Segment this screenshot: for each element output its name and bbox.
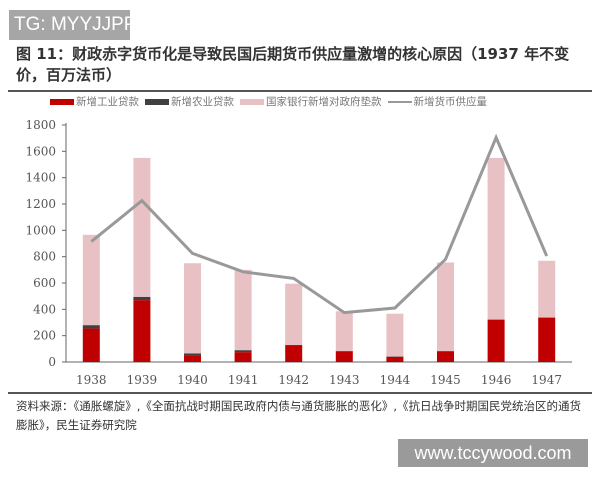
bar-agricultural [133,296,151,301]
source-note: 资料来源：《通胀螺旋》,《全面抗战时期国民政府内债与通货膨胀的恶化》,《抗日战争… [16,399,582,432]
y-tick-label: 600 [33,276,56,290]
bar-government-advance [133,157,151,297]
title-divider [8,90,592,92]
bar-industrial [184,355,201,362]
chart-plot: 0 200 400 600 800 1000 1200 1400 1600 1800 1938 193… [25,118,572,387]
bar-government-advance [386,313,404,357]
legend-item-government-advance: 国家银行新增对政府垫款 [240,95,382,110]
y-tick-label: 800 [33,250,56,264]
legend-swatch [50,99,74,105]
x-tick-label: 1944 [380,373,411,387]
y-tick-label: 1200 [25,197,56,211]
y-tick-label: 400 [33,302,56,316]
bar-industrial [82,328,100,362]
chart-title: 图 11：财政赤字货币化是导致民国后期货币供应量激增的核心原因（1937 年不变… [16,45,570,84]
y-tick-label: 200 [33,329,56,343]
x-tick-label: 1946 [481,373,512,387]
bar-industrial [133,300,151,362]
bar-government-advance [487,157,505,320]
bar-agricultural [184,353,201,356]
bar-agricultural [285,344,303,346]
chart-area: 0 200 400 600 800 1000 1200 1400 1600 1800 1938 193… [0,110,592,392]
watermark-bottom: www.tccywood.com [398,439,588,467]
x-tick-label: 1947 [531,373,562,387]
legend-swatch [240,99,264,105]
bar-industrial [538,317,556,362]
watermark-top: TG: MYYJJPP [9,10,136,40]
bar-industrial [487,319,505,362]
y-tick-label: 0 [48,355,56,369]
source-divider [8,392,592,394]
y-tick-label: 1400 [25,171,56,185]
legend-label: 国家银行新增对政府垫款 [266,96,382,108]
y-tick-label: 1000 [25,223,56,237]
bar-industrial [285,345,303,362]
bar-government-advance [285,283,303,345]
bar-government-advance [184,263,201,354]
x-tick-label: 1939 [127,373,158,387]
legend-item-money-supply: 新增货币供应量 [387,95,488,110]
bar-agricultural [82,325,100,329]
bar-industrial [335,351,353,362]
bar-government-advance [234,269,252,351]
x-tick-label: 1938 [76,373,107,387]
y-tick-label: 1800 [25,118,56,132]
legend-item-industrial: 新增工业贷款 [50,95,139,110]
bar-agricultural [234,350,252,353]
legend-swatch [145,99,169,105]
x-tick-label: 1942 [278,373,309,387]
bar-industrial [234,352,252,362]
bar-government-advance [82,234,100,326]
money-supply-line [90,133,549,315]
x-tick-label: 1945 [430,373,461,387]
bar-government-advance [335,311,353,352]
legend-swatch [387,101,412,103]
bar-industrial [437,351,454,362]
legend-label: 新增货币供应量 [413,96,488,108]
bar-government-advance [437,262,454,352]
x-tick-label: 1943 [329,373,360,387]
legend-label: 新增农业贷款 [171,96,234,108]
y-tick-label: 1600 [25,144,56,158]
legend-label: 新增工业贷款 [76,96,139,108]
x-tick-label: 1941 [228,373,259,387]
bar-industrial [386,356,404,362]
legend: 新增工业贷款 新增农业贷款 国家银行新增对政府垫款 新增货币供应量 [50,95,592,110]
x-tick-label: 1940 [177,373,208,387]
bar-government-advance [538,260,556,318]
legend-item-agricultural: 新增农业贷款 [145,95,234,110]
